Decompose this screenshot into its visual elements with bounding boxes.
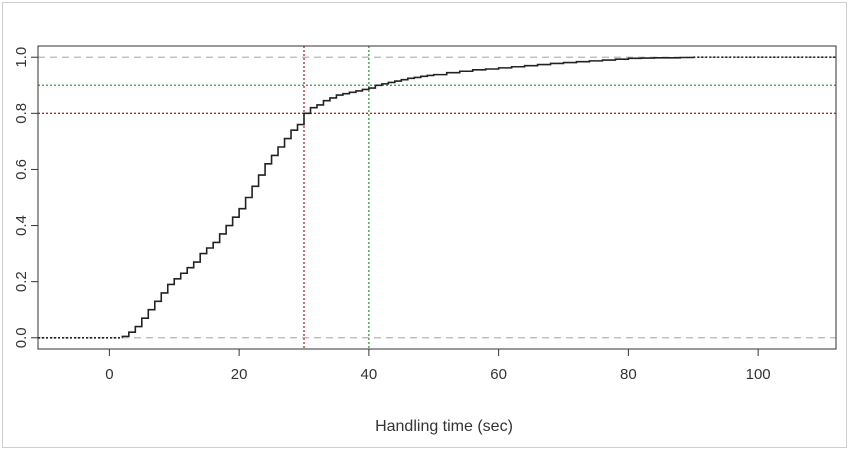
y-tick-label: 0.0 [13,327,30,348]
series-layer [38,56,836,339]
ecdf-step-line [121,56,695,338]
x-tick-label: 20 [231,366,248,383]
reference-lines [38,46,836,349]
y-tick-label: 0.2 [13,271,30,292]
x-tick-label: 40 [361,366,378,383]
y-tick-label: 1.0 [13,47,30,68]
x-axis-label: Handling time (sec) [375,418,513,435]
plot-area-border [37,45,837,350]
y-axis: 0.0 0.2 0.4 0.6 0.8 1.0 [13,47,38,348]
x-tick-label: 0 [105,366,113,383]
x-tick-label: 80 [620,366,637,383]
x-axis: 0 20 40 60 80 100 [105,349,771,383]
y-tick-label: 0.6 [13,159,30,180]
x-tick-label: 60 [490,366,507,383]
y-tick-label: 0.4 [13,215,30,236]
y-tick-label: 0.8 [13,103,30,124]
x-tick-label: 100 [746,366,771,383]
